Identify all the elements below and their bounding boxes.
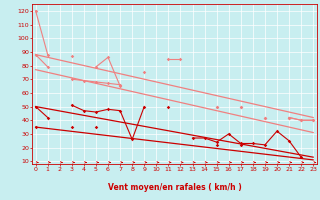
X-axis label: Vent moyen/en rafales ( km/h ): Vent moyen/en rafales ( km/h ) [108,183,241,192]
